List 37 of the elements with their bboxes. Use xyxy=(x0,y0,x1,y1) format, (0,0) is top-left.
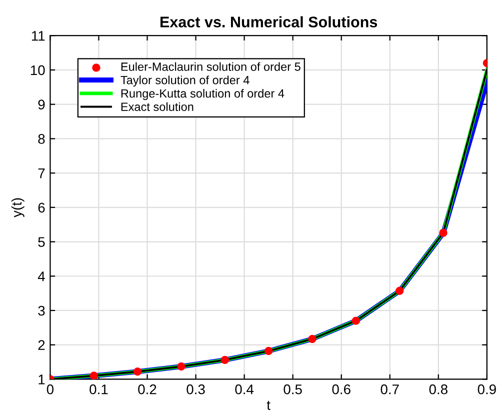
legend-label: Exact solution xyxy=(121,102,194,112)
point xyxy=(352,316,360,325)
y-tick-label: 7 xyxy=(38,168,45,178)
y-tick-label: 4 xyxy=(38,272,45,282)
chart-title: Exact vs. Numerical Solutions xyxy=(160,16,378,28)
x-tick-label: 0 xyxy=(46,384,54,394)
point xyxy=(439,228,448,237)
point xyxy=(395,286,404,295)
x-tick-label: 0.7 xyxy=(380,384,399,394)
x-tick-label: 0.6 xyxy=(332,384,350,394)
x-tick-label: 0.4 xyxy=(235,384,254,394)
x-tick-label: 0.8 xyxy=(429,384,448,394)
y-tick-label: 6 xyxy=(38,202,45,213)
x-tick-label: 0.2 xyxy=(138,384,156,394)
legend-label: Runge-Kutta solution of order 4 xyxy=(121,88,284,100)
legend-label: Euler-Maclaurin solution of order 5 xyxy=(121,62,300,71)
point xyxy=(177,362,186,371)
y-tick-label: 11 xyxy=(32,31,45,41)
y-tick-label: 3 xyxy=(38,306,45,316)
x-tick-label: 0.9 xyxy=(478,384,496,394)
y-tick-label: 10 xyxy=(30,65,45,76)
y-tick-label: 1 xyxy=(38,374,45,384)
y-tick-label: 2 xyxy=(38,340,45,350)
x-tick-label: 0.3 xyxy=(186,384,205,394)
y-tick-label: 8 xyxy=(38,134,45,144)
point xyxy=(220,356,229,364)
x-axis-title: t xyxy=(266,400,270,410)
point xyxy=(133,368,142,376)
y-axis-title: y(t) xyxy=(11,198,24,218)
y-tick-label: 5 xyxy=(38,237,45,247)
point xyxy=(264,346,273,356)
y-tick-label: 9 xyxy=(38,100,45,110)
x-tick-label: 0.1 xyxy=(90,384,108,394)
legend-label: Taylor solution of order 4 xyxy=(120,76,250,87)
point xyxy=(308,334,316,344)
point xyxy=(90,372,98,380)
x-tick-label: 0.5 xyxy=(284,384,302,394)
